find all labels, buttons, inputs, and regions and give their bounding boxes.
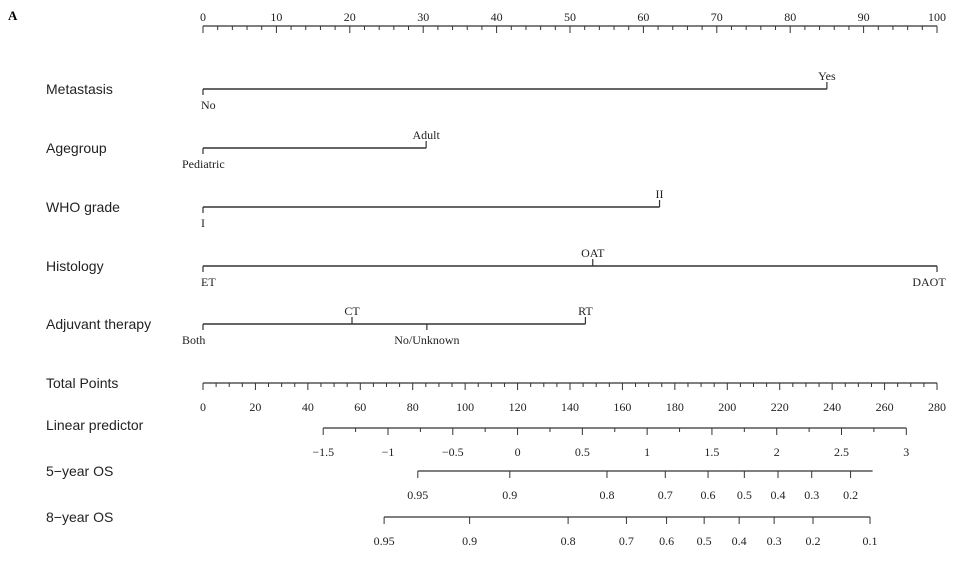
survival-tick-label-os5: 0.8 [599,488,614,502]
variable-label-agegroup: Agegroup [46,140,107,156]
variable-label-metastasis: Metastasis [46,81,113,97]
points-axis-tick-label: 50 [564,10,576,24]
total-points-tick-label: 200 [718,400,736,414]
linear-predictor-label: Linear predictor [46,417,144,433]
total-points-tick-label: 160 [613,400,631,414]
total-points-tick-label: 20 [249,400,261,414]
survival-tick-label-os5: 0.5 [737,488,752,502]
survival-tick-label-os8: 0.8 [561,534,576,548]
level-label-histology: OAT [581,246,605,260]
level-label-histology: DAOT [912,275,946,289]
survival-tick-label-os8: 0.4 [732,534,747,548]
total-points-label: Total Points [46,375,118,391]
linear-predictor-tick-label: 2 [774,445,780,459]
linear-predictor-tick-label: −1 [382,445,395,459]
total-points-tick-label: 220 [771,400,789,414]
total-points-tick-label: 80 [407,400,419,414]
survival-label-os8: 8−year OS [46,509,113,525]
total-points-tick-label: 260 [876,400,894,414]
points-axis-tick-label: 90 [858,10,870,24]
total-points-tick-label: 40 [302,400,314,414]
survival-tick-label-os8: 0.6 [659,534,674,548]
variable-label-histology: Histology [46,258,104,274]
survival-tick-label-os5: 0.3 [804,488,819,502]
survival-tick-label-os8: 0.9 [462,534,477,548]
level-label-adjuvant_therapy: CT [344,304,360,318]
survival-tick-label-os5: 0.7 [658,488,673,502]
variable-label-adjuvant_therapy: Adjuvant therapy [46,316,151,332]
total-points-tick-label: 240 [823,400,841,414]
panel-label: A [8,8,18,23]
level-label-adjuvant_therapy: RT [578,304,593,318]
total-points-tick-label: 140 [561,400,579,414]
survival-tick-label-os8: 0.2 [806,534,821,548]
survival-tick-label-os8: 0.1 [863,534,878,548]
total-points-tick-label: 280 [928,400,946,414]
level-label-agegroup: Pediatric [182,157,225,171]
level-label-adjuvant_therapy: Both [182,333,205,347]
points-axis-tick-label: 0 [200,10,206,24]
linear-predictor-tick-label: −1.5 [312,445,334,459]
survival-tick-label-os8: 0.7 [619,534,634,548]
points-axis-tick-label: 10 [270,10,282,24]
survival-label-os5: 5−year OS [46,463,113,479]
linear-predictor-tick-label: 0 [515,445,521,459]
survival-tick-label-os8: 0.5 [697,534,712,548]
level-label-who_grade: II [656,187,664,201]
variable-label-who_grade: WHO grade [46,199,120,215]
total-points-tick-label: 100 [456,400,474,414]
total-points-tick-label: 180 [666,400,684,414]
level-label-metastasis: Yes [818,69,836,83]
survival-tick-label-os5: 0.95 [407,488,428,502]
points-axis-tick-label: 80 [784,10,796,24]
points-axis-tick-label: 70 [711,10,723,24]
survival-tick-label-os5: 0.4 [771,488,786,502]
survival-tick-label-os8: 0.95 [374,534,395,548]
survival-tick-label-os5: 0.9 [502,488,517,502]
level-label-adjuvant_therapy: No/Unknown [394,333,459,347]
total-points-tick-label: 60 [354,400,366,414]
total-points-tick-label: 0 [200,400,206,414]
points-axis-tick-label: 40 [491,10,503,24]
total-points-tick-label: 120 [509,400,527,414]
survival-tick-label-os8: 0.3 [767,534,782,548]
level-label-who_grade: I [201,216,205,230]
points-axis-tick-label: 100 [928,10,946,24]
level-label-metastasis: No [201,98,216,112]
level-label-histology: ET [201,275,216,289]
linear-predictor-tick-label: 1.5 [704,445,719,459]
level-label-agegroup: Adult [412,128,440,142]
linear-predictor-tick-label: 2.5 [834,445,849,459]
linear-predictor-tick-label: 0.5 [575,445,590,459]
points-axis-tick-label: 30 [417,10,429,24]
survival-tick-label-os5: 0.2 [843,488,858,502]
linear-predictor-tick-label: −0.5 [442,445,464,459]
points-axis-tick-label: 20 [344,10,356,24]
points-axis-tick-label: 60 [637,10,649,24]
survival-tick-label-os5: 0.6 [701,488,716,502]
linear-predictor-tick-label: 3 [903,445,909,459]
linear-predictor-tick-label: 1 [644,445,650,459]
